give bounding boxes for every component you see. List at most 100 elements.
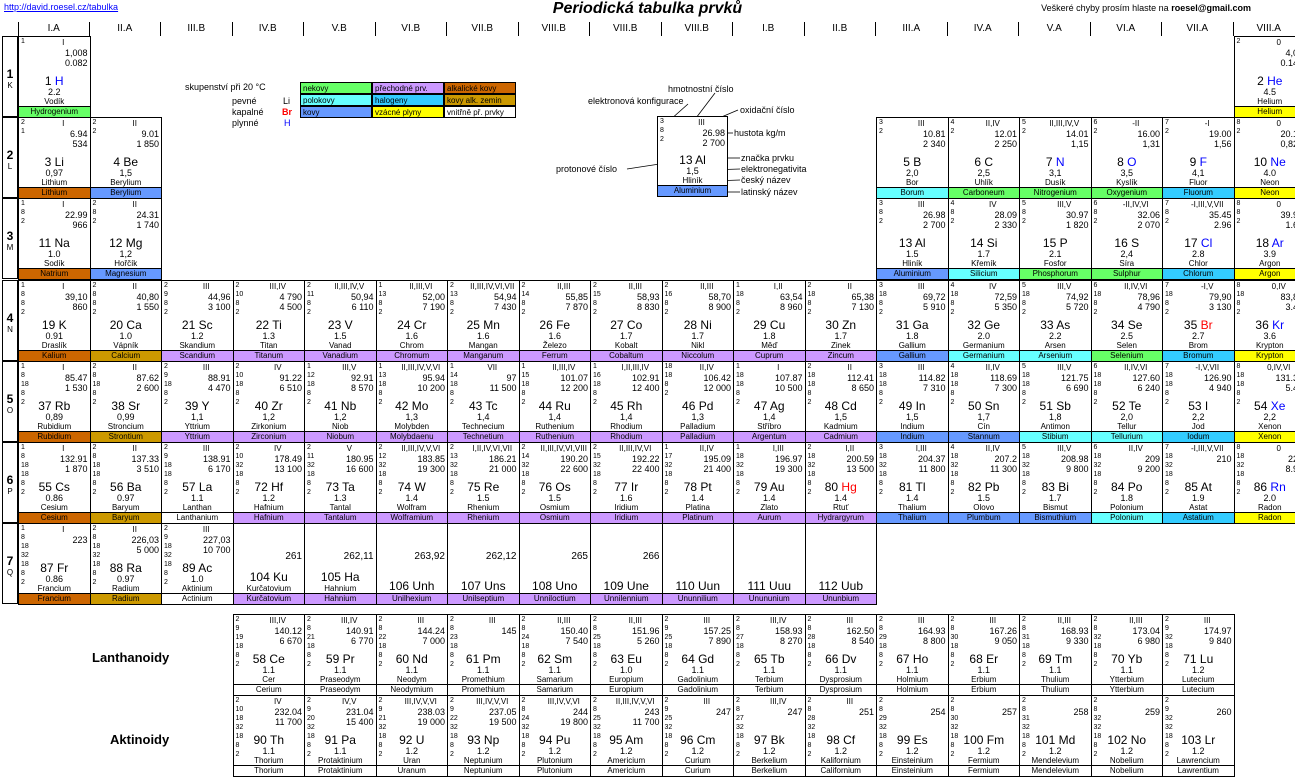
- atomic-number: 55: [38, 480, 52, 494]
- element-symbol-line: 102 No: [1092, 734, 1163, 747]
- atomic-number: 78: [683, 480, 698, 494]
- density: 7 430: [493, 302, 517, 312]
- czech-name: Americium: [607, 756, 646, 765]
- category-key-7: kovy: [300, 106, 372, 118]
- oxidation-states: III: [989, 616, 997, 625]
- shell-config: 5 2: [1022, 119, 1026, 135]
- density: 5 720: [1065, 302, 1089, 312]
- atomic-number: 73: [325, 480, 340, 494]
- density: 10 500: [774, 383, 803, 393]
- group-header-10: VIII.B: [662, 22, 733, 36]
- sample-mass: 26.98: [702, 128, 725, 138]
- electronegativity: 2.2: [1048, 331, 1062, 341]
- oxidation-states: III: [917, 616, 925, 625]
- element-info: 12 Mg 1,2 Hořčík Magnesium: [90, 237, 161, 279]
- czech-name: Kobalt: [614, 341, 638, 350]
- czech-name: Nobelium: [1109, 756, 1144, 765]
- density: 6 170: [207, 464, 231, 474]
- latin-name: Holmium: [877, 684, 948, 695]
- electronegativity: 1,4: [619, 412, 633, 422]
- atomic-number: 11: [38, 236, 52, 250]
- shell-config: 2 9 19 18 8 2: [235, 616, 244, 668]
- czech-name: Polonium: [1110, 503, 1144, 512]
- element-symbol-line: 47 Ag: [734, 400, 805, 413]
- czech-name: Selen: [1116, 341, 1137, 350]
- element-info: 3 Li 0,97 Lithium Lithium: [19, 156, 90, 198]
- element-ga: 3 18 8 2 III 69,72 5 910 31 Ga 1.8 Gallium Gall…: [876, 280, 949, 362]
- czech-name: Chrom: [399, 341, 424, 350]
- element-s: 6 8 2 -II,IV,VI 32.06 2 070 16 S 2,4 Síra Sulph…: [1090, 198, 1163, 280]
- element-symbol: S: [1131, 236, 1140, 250]
- electronegativity: 1,2: [262, 412, 275, 422]
- atomic-number: 75: [467, 480, 481, 494]
- electronegativity: 1,3: [691, 412, 704, 422]
- atomic-number: 47: [753, 399, 768, 413]
- atomic-number: 33: [1040, 318, 1054, 332]
- electronegativity: 2.2: [47, 87, 61, 97]
- element-ti: 2 10 8 2 III,IV 4 790 4 500 22 Ti 1.3 Titan Tit…: [232, 280, 305, 362]
- czech-name: Draslík: [41, 341, 67, 350]
- oxidation-states: II,III,IV,V,VI: [615, 697, 655, 706]
- element-symbol: Mn: [483, 318, 500, 332]
- atomic-mass: 132.91: [59, 454, 88, 464]
- atomic-mass: 247: [787, 707, 803, 717]
- czech-name: Hliník: [902, 259, 923, 268]
- density: 3 510: [136, 464, 159, 474]
- lanthanoid-label: Lanthanoidy: [92, 650, 170, 665]
- atomic-mass: 261: [285, 551, 302, 562]
- czech-name: Lutecium: [1182, 675, 1215, 684]
- czech-name-label: český název: [741, 175, 791, 185]
- latin-name: Platinum: [662, 512, 733, 523]
- atomic-number: 94: [539, 733, 553, 747]
- element-pb: 4 18 32 18 8 2 II,IV 207.2 11 300 82 Pb 1.5 Ol…: [947, 442, 1020, 524]
- atomic-number: 108: [532, 579, 553, 593]
- element-symbol: I: [1204, 399, 1209, 413]
- element-info: 98 Cf 1.2 Kalifornium Californium: [805, 734, 876, 776]
- atomic-mass: 39.95: [1280, 210, 1295, 220]
- electronegativity: 1,4: [762, 412, 776, 422]
- element-symbol-line: 54 Xe: [1235, 400, 1295, 413]
- atomic-mass: 79,90: [1208, 292, 1232, 302]
- element-symbol-line: 110 Uun: [663, 580, 734, 593]
- element-symbol-line: 23 V: [305, 319, 376, 332]
- element-symbol: Kr: [1272, 318, 1285, 332]
- atomic-mass: 186.21: [488, 454, 517, 464]
- atomic-number: 46: [682, 399, 696, 413]
- state-gas-symbol: H: [284, 118, 291, 128]
- element-info: 18 Ar 3.9 Argon Argon: [1234, 237, 1295, 279]
- atomic-number: 109: [603, 579, 624, 593]
- element-cf: 2 8 28 32 18 8 2 III 251 98 Cf 1.2 Kaliforniu…: [804, 695, 877, 777]
- atomic-mass: 237.05: [488, 707, 517, 717]
- element-symbol: Cd: [841, 399, 857, 413]
- element-symbol: Es: [913, 733, 928, 747]
- atomic-mass: 131.30: [1275, 373, 1295, 383]
- element-sb: 5 18 18 8 2 III,V 121.75 6 690 51 Sb 1,8 Antim…: [1019, 361, 1092, 443]
- latin-name: Yttrium: [162, 431, 233, 442]
- element-info: 77 Ir 1.6 Iridium Iridium: [591, 481, 662, 523]
- element-symbol: Br: [1200, 318, 1213, 332]
- atomic-mass: 265: [571, 551, 588, 562]
- density: 4 500: [279, 302, 302, 312]
- density: 6 670: [279, 636, 302, 646]
- element-symbol-line: 86 Rn: [1235, 481, 1295, 494]
- density: 2 250: [994, 139, 1017, 149]
- element-symbol: Am: [625, 733, 644, 747]
- element-symbol-line: 104 Ku: [234, 571, 305, 584]
- density: 2 330: [994, 220, 1017, 230]
- atomic-mass: 178.49: [274, 454, 302, 464]
- oxidation-states: 0: [1276, 119, 1281, 128]
- electronegativity: 1,7: [977, 412, 990, 422]
- atomic-number: 34: [1111, 318, 1125, 332]
- atomic-mass: 91.22: [279, 373, 302, 383]
- czech-name: Terbium: [755, 675, 784, 684]
- group-header-7: VII.B: [447, 22, 519, 36]
- element-info: 97 Bk 1.2 Berkelium Berkelium: [734, 734, 805, 776]
- czech-name: Hořčík: [114, 259, 138, 268]
- source-link[interactable]: http://david.roesel.cz/tabulka: [4, 2, 119, 12]
- oxidation-states: IV: [273, 444, 282, 453]
- element-symbol: Mo: [411, 399, 429, 413]
- latin-name: Magnesium: [90, 268, 161, 279]
- atomic-number: 85: [1184, 480, 1198, 494]
- element-symbol: Hg: [841, 480, 857, 494]
- atomic-mass: 258: [1073, 707, 1089, 717]
